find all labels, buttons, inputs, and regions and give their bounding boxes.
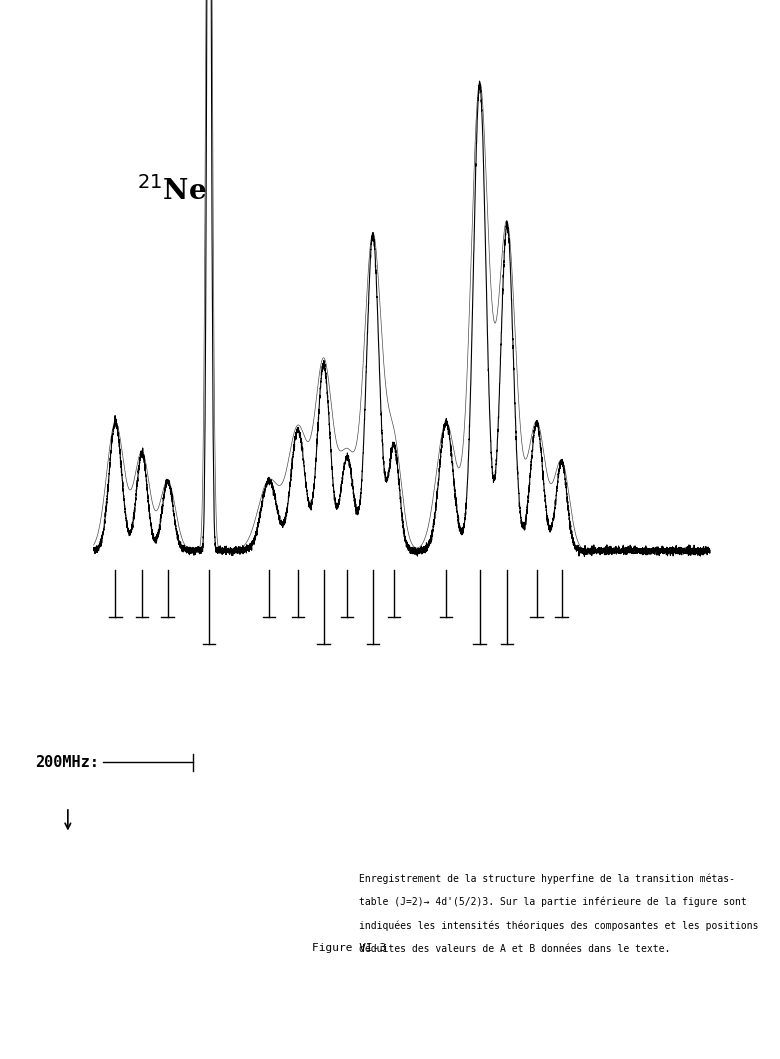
Text: Figure VI-3: Figure VI-3 <box>312 943 386 952</box>
Text: 200MHz:: 200MHz: <box>35 755 99 770</box>
Text: table (J=2)→ 4d'(5/2)3. Sur la partie inférieure de la figure sont: table (J=2)→ 4d'(5/2)3. Sur la partie in… <box>359 897 746 908</box>
Text: déduites des valeurs de A et B données dans le texte.: déduites des valeurs de A et B données d… <box>359 944 670 953</box>
Text: $^{21}$Ne: $^{21}$Ne <box>136 176 207 205</box>
Text: Enregistrement de la structure hyperfine de la transition métas-: Enregistrement de la structure hyperfine… <box>359 874 735 884</box>
Text: indiquées les intensités théoriques des composantes et les positions: indiquées les intensités théoriques des … <box>359 920 758 931</box>
